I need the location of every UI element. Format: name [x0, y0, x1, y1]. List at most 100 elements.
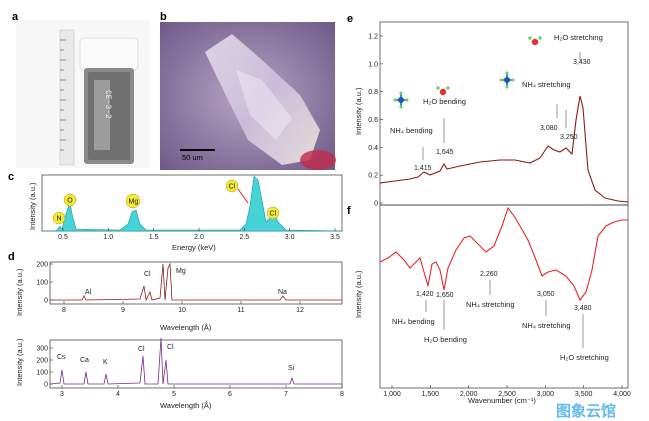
f-peak-3050: 3,050 [537, 291, 555, 298]
svg-text:Cl: Cl [229, 184, 236, 191]
e-yticks-tick-0: 0 [374, 201, 378, 208]
e-ylabel: Intensity (a.u.) [354, 87, 363, 135]
svg-text:N: N [57, 216, 62, 223]
e-peak-3080: 3,080 [540, 125, 558, 132]
d-bot-ticks-tick-2: 5 [172, 391, 176, 398]
d-label-Si: Si [288, 365, 295, 372]
d-bot-ticks-tick-1: 4 [116, 391, 120, 398]
e-ann-nh4-bending: NH₄ bending [390, 126, 433, 135]
panel-e-label: e [347, 13, 353, 25]
d-bottom-xlabel: Wavelength (Å) [160, 401, 212, 410]
chart-c: N O Mg Cl Cl 0.5 1.0 1.5 2.0 2.5 3.0 3.5 Energ… [28, 174, 343, 252]
c-ylabel: Intensity (a.u.) [28, 182, 37, 230]
nh4-molecule-icon [393, 91, 409, 109]
e-ann-h2o-stretching: H₂O stretching [554, 33, 603, 42]
el-Mg: Mg [125, 193, 141, 209]
f-xticks-tick-4: 3,000 [537, 391, 555, 398]
c-xlabel: Energy (keV) [172, 243, 216, 252]
e-peak-3250: 3,250 [560, 134, 578, 141]
d-top-ylabel: Intensity (a.u.) [15, 268, 24, 316]
c-xticks-tick-1: 1.0 [103, 234, 113, 241]
e-spectrum [379, 95, 629, 203]
d-label-Cl: Cl [144, 271, 151, 278]
d-top-spectrum [50, 262, 342, 302]
svg-text:O: O [67, 198, 73, 205]
nh4-molecule-icon-2 [499, 71, 515, 89]
f-ylabel: Intensity (a.u.) [354, 270, 363, 318]
f-xticks-tick-5: 3,500 [575, 391, 593, 398]
d-top-ticks-tick-2: 200 [36, 262, 48, 269]
e-yticks-tick-3: 0.6 [368, 117, 378, 124]
f-xticks-tick-3: 2,500 [498, 391, 516, 398]
d-label-Cl-1: Cl [138, 346, 145, 353]
e-ann-h2o-bending: H₂O bending [423, 97, 466, 106]
el-Cl-2: Cl [266, 206, 280, 220]
e-yticks-tick-1: 0.2 [368, 173, 378, 180]
f-xticks-tick-0: 1,000 [383, 391, 401, 398]
e-peak-1415: 1,415 [414, 165, 432, 172]
d-bot-ticks-tick-3: 300 [36, 346, 48, 353]
f-ann-nh4-stretching-2: NH₄ stretching [522, 321, 571, 330]
e-yticks-tick-5: 1.0 [368, 61, 378, 68]
panel-c-label: c [8, 171, 14, 183]
f-ann-nh4-bending: NH₄ bending [392, 317, 435, 326]
crystal-micrograph: 50 um [160, 22, 336, 170]
chart-e: 1,415 1,645 3,080 3,250 3,430 NH₄ bendin… [354, 21, 629, 208]
f-ann-nh4-stretching-1: NH₄ stretching [466, 300, 515, 309]
svg-text:Mg: Mg [129, 199, 139, 206]
d-top-ticks-tick-3: 11 [237, 307, 244, 314]
panel-d-label: d [8, 251, 15, 263]
d-bot-ticks-tick-3: 6 [228, 391, 232, 398]
d-label-K: K [103, 359, 108, 366]
f-peak-1420: 1,420 [416, 291, 434, 298]
eds-spectrum [42, 175, 343, 232]
el-O: O [63, 193, 77, 207]
d-bot-ticks-tick-4: 7 [284, 391, 288, 398]
d-bot-ticks-tick-2: 200 [36, 358, 48, 365]
e-yticks-tick-6: 1.2 [368, 34, 378, 41]
watermark: 图象云馆 [556, 402, 616, 420]
f-xlabel: Wavenumber (cm⁻¹) [468, 396, 536, 405]
f-ann-h2o-bending: H₂O bending [424, 335, 467, 344]
d-bottom-ylabel: Intensity (a.u.) [15, 338, 24, 386]
chart-d-bottom: Cs Ca K Cl Cl Si 3 4 5 6 7 8 0 100 200 300 Wavele… [15, 337, 344, 410]
d-label-Cs: Cs [57, 354, 66, 361]
f-xticks-tick-6: 4,000 [613, 391, 631, 398]
e-peak-3430: 3,430 [573, 59, 591, 66]
panel-a-label: a [12, 11, 19, 23]
d-label-Al: Al [85, 289, 92, 296]
d-bottom-spectrum [49, 337, 342, 385]
e-ann-nh4-stretching: NH₄ stretching [522, 80, 571, 89]
svg-text:Cl: Cl [270, 211, 277, 218]
d-top-xlabel: Wavelength (Å) [160, 323, 212, 332]
c-xticks-tick-6: 3.5 [330, 234, 340, 241]
e-yticks-tick-2: 0.4 [368, 145, 378, 152]
d-bot-ticks-tick-5: 8 [340, 391, 344, 398]
f-ann-h2o-stretching: H₂O stretching [560, 353, 609, 362]
d-bot-ticks-tick-0: 0 [44, 382, 48, 389]
c-xticks-tick-0: 0.5 [58, 234, 68, 241]
f-peak-3480: 3,480 [574, 305, 592, 312]
e-yticks-tick-4: 0.8 [368, 89, 378, 96]
panel-b-label: b [160, 11, 167, 23]
panel-f-label: f [347, 205, 351, 217]
d-top-ticks-tick-2: 10 [178, 307, 186, 314]
h2o-molecule-icon-2 [528, 36, 542, 46]
el-Cl-1: Cl [225, 179, 239, 193]
d-label-Na: Na [278, 289, 287, 296]
d-label-Mg: Mg [176, 268, 186, 275]
vial-photo: CE-3-2 [16, 20, 150, 168]
d-top-ticks-tick-0: 0 [44, 298, 48, 305]
chart-f: 1,420 1,650 2,260 3,050 3,480 NH₄ bendin… [354, 204, 631, 405]
d-top-ticks-tick-0: 8 [62, 307, 66, 314]
d-bot-ticks-tick-1: 100 [36, 370, 48, 377]
d-top-ticks-tick-4: 12 [296, 307, 304, 314]
vial-label: CE-3-2 [103, 90, 112, 119]
c-xticks-tick-4: 2.5 [239, 234, 249, 241]
c-xticks-tick-5: 3.0 [285, 234, 295, 241]
el-N: N [52, 211, 66, 225]
d-label-Ca: Ca [80, 357, 89, 364]
c-xticks-tick-2: 1.5 [149, 234, 159, 241]
f-xticks-tick-2: 2,000 [460, 391, 478, 398]
